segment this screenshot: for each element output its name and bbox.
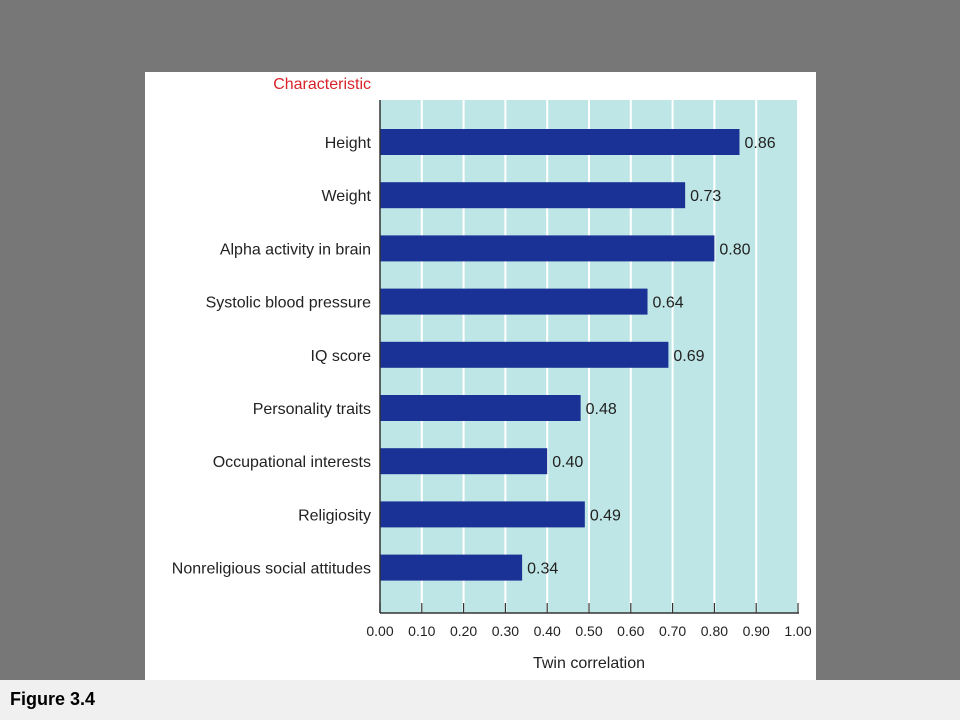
x-tick-label: 0.50 [575, 623, 602, 639]
x-tick-label: 0.00 [366, 623, 393, 639]
category-label: Alpha activity in brain [220, 241, 371, 258]
bar-value-label: 0.49 [590, 507, 621, 524]
category-label: Religiosity [298, 507, 371, 524]
bar [380, 182, 686, 209]
category-label: Weight [321, 188, 371, 205]
caption-bar: Figure 3.4 [0, 680, 960, 720]
bar-value-label: 0.69 [673, 348, 704, 365]
category-label: IQ score [311, 348, 372, 365]
x-axis-title: Twin correlation [533, 655, 645, 672]
bar [380, 235, 715, 262]
bar [380, 288, 648, 315]
bar-value-label: 0.34 [527, 561, 558, 578]
category-header: Characteristic [273, 76, 371, 93]
x-tick-label: 0.70 [659, 623, 686, 639]
x-tick-label: 0.40 [534, 623, 561, 639]
x-tick-label: 0.80 [701, 623, 728, 639]
x-tick-label: 0.20 [450, 623, 477, 639]
figure-panel: 0.86 0.73 0.80 0.64 0.69 0.48 0.40 0.49 0.34 Heig… [145, 72, 816, 680]
bar-value-label: 0.86 [744, 135, 775, 152]
category-label: Nonreligious social attitudes [172, 561, 371, 578]
x-tick-label: 0.90 [743, 623, 770, 639]
x-tick-label: 0.30 [492, 623, 519, 639]
bar [380, 501, 585, 528]
figure-caption: Figure 3.4 [10, 689, 96, 709]
bar [380, 341, 669, 368]
x-tick-label: 0.60 [617, 623, 644, 639]
category-label: Height [325, 135, 372, 152]
bar [380, 395, 581, 421]
bar [380, 448, 548, 475]
bar-value-label: 0.80 [719, 241, 750, 258]
x-tick-label: 1.00 [784, 623, 811, 639]
bar [380, 129, 740, 155]
bar-value-label: 0.48 [586, 401, 617, 418]
bar-value-label: 0.40 [552, 454, 583, 471]
bar-value-label: 0.73 [690, 188, 721, 205]
category-label: Systolic blood pressure [206, 295, 372, 312]
twin-correlation-chart: 0.86 0.73 0.80 0.64 0.69 0.48 0.40 0.49 0.34 Heig… [172, 76, 812, 672]
bar-value-label: 0.64 [653, 295, 684, 312]
x-tick-label: 0.10 [408, 623, 435, 639]
category-label: Personality traits [253, 401, 371, 418]
bar [380, 554, 523, 581]
category-label: Occupational interests [213, 454, 371, 471]
